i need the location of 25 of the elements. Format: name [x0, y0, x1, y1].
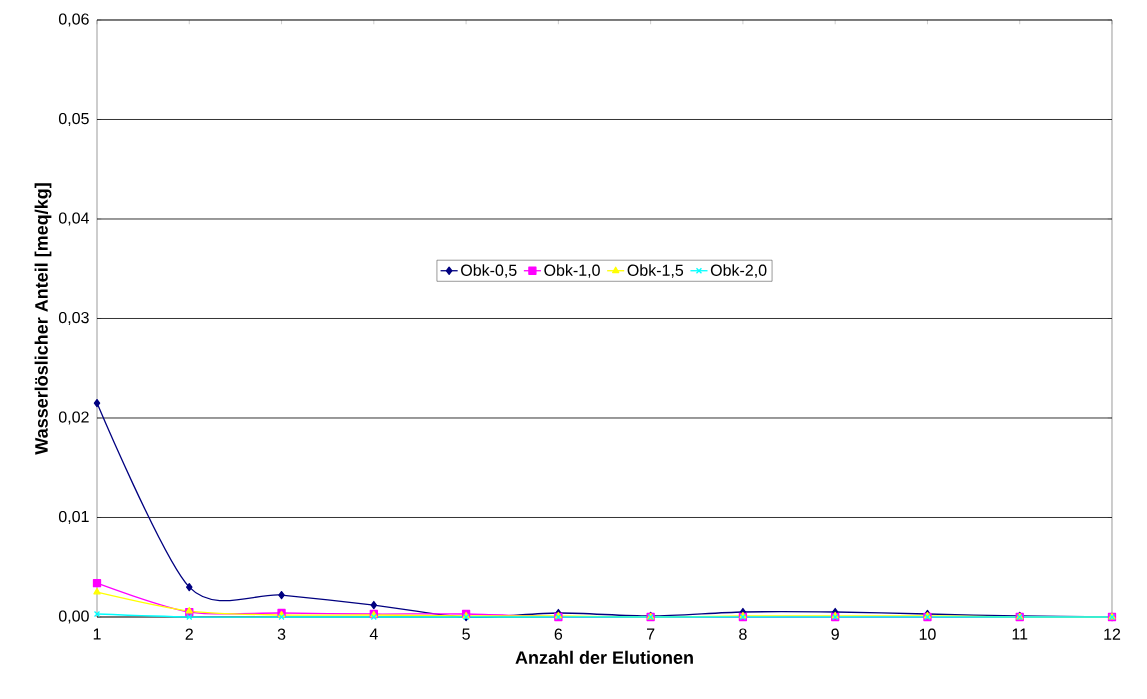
y-tick-label: 0,03	[58, 311, 89, 326]
legend-label: Obk-2,0	[710, 264, 767, 278]
x-tick-label: 8	[739, 628, 747, 640]
x-tick-label: 5	[462, 628, 470, 640]
x-tick-label: 12	[1104, 628, 1121, 640]
legend-label: Obk-1,5	[627, 264, 684, 278]
y-tick-label: 0,02	[58, 411, 89, 425]
x-axis-title: Anzahl der Elutionen	[515, 650, 693, 664]
x-tick-label: 2	[185, 628, 193, 640]
x-tick-label: 4	[369, 628, 378, 640]
y-tick-label: 0,00	[58, 610, 89, 624]
x-tick-label: 7	[647, 628, 655, 640]
y-tick-label: 0,05	[58, 112, 89, 127]
y-tick-label: 0,04	[58, 212, 89, 226]
y-tick-label: 0,06	[58, 13, 89, 27]
x-tick-label: 11	[1012, 628, 1028, 640]
y-axis-title: Wasserlöslicher Anteil [meq/kg]	[34, 183, 52, 455]
legend-label: Obk-0,5	[461, 264, 517, 278]
x-tick-label: 3	[277, 628, 286, 640]
legend-label: Obk-1,0	[544, 264, 600, 278]
x-tick-label: 9	[831, 628, 839, 640]
x-tick-label: 1	[93, 628, 101, 640]
y-tick-label: 0,01	[58, 510, 89, 525]
x-tick-label: 10	[919, 628, 936, 640]
x-tick-label: 6	[554, 628, 563, 640]
